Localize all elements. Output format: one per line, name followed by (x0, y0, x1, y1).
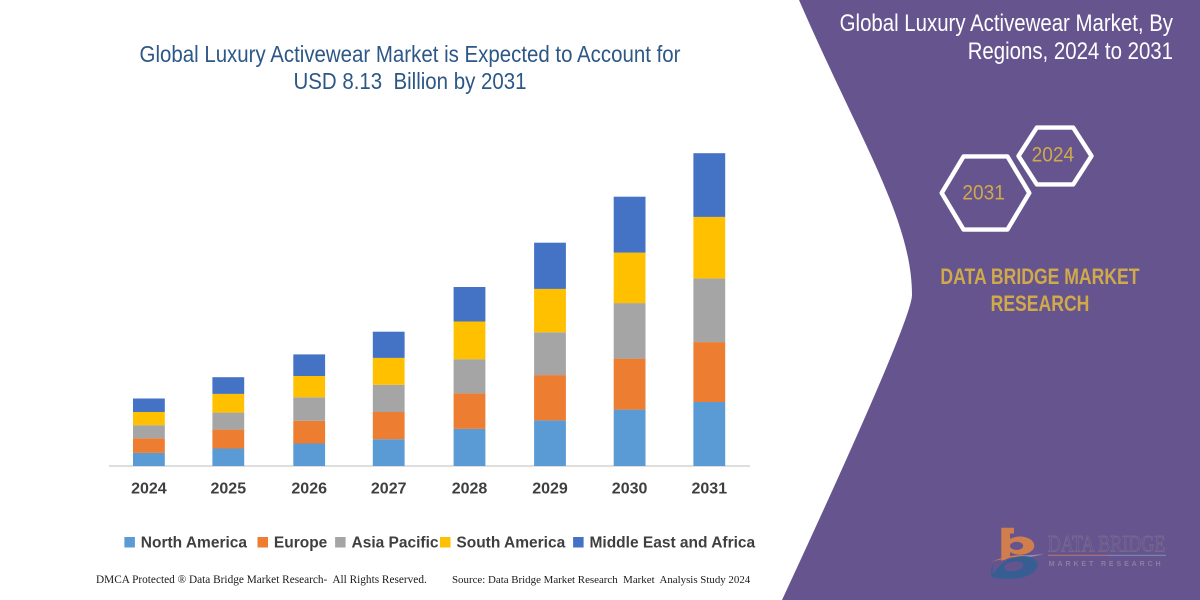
svg-text:2031: 2031 (692, 481, 728, 498)
svg-text:South America: South America (456, 535, 565, 552)
svg-text:2027: 2027 (371, 481, 407, 498)
svg-text:North America: North America (141, 535, 248, 552)
svg-text:2026: 2026 (291, 481, 327, 498)
svg-text:2028: 2028 (452, 481, 488, 498)
svg-text:2029: 2029 (532, 481, 568, 498)
svg-text:2031: 2031 (962, 181, 1005, 205)
svg-text:2024: 2024 (1032, 143, 1075, 167)
svg-text:Middle East and Africa: Middle East and Africa (590, 535, 756, 552)
svg-text:MARKET RESEARCH: MARKET RESEARCH (1049, 559, 1164, 568)
svg-text:2025: 2025 (211, 481, 247, 498)
svg-text:2030: 2030 (612, 481, 648, 498)
svg-text:2024: 2024 (131, 481, 167, 498)
svg-text:Asia Pacific: Asia Pacific (352, 535, 439, 552)
svg-text:DATA BRIDGE: DATA BRIDGE (1048, 531, 1165, 556)
svg-text:Europe: Europe (274, 535, 328, 552)
